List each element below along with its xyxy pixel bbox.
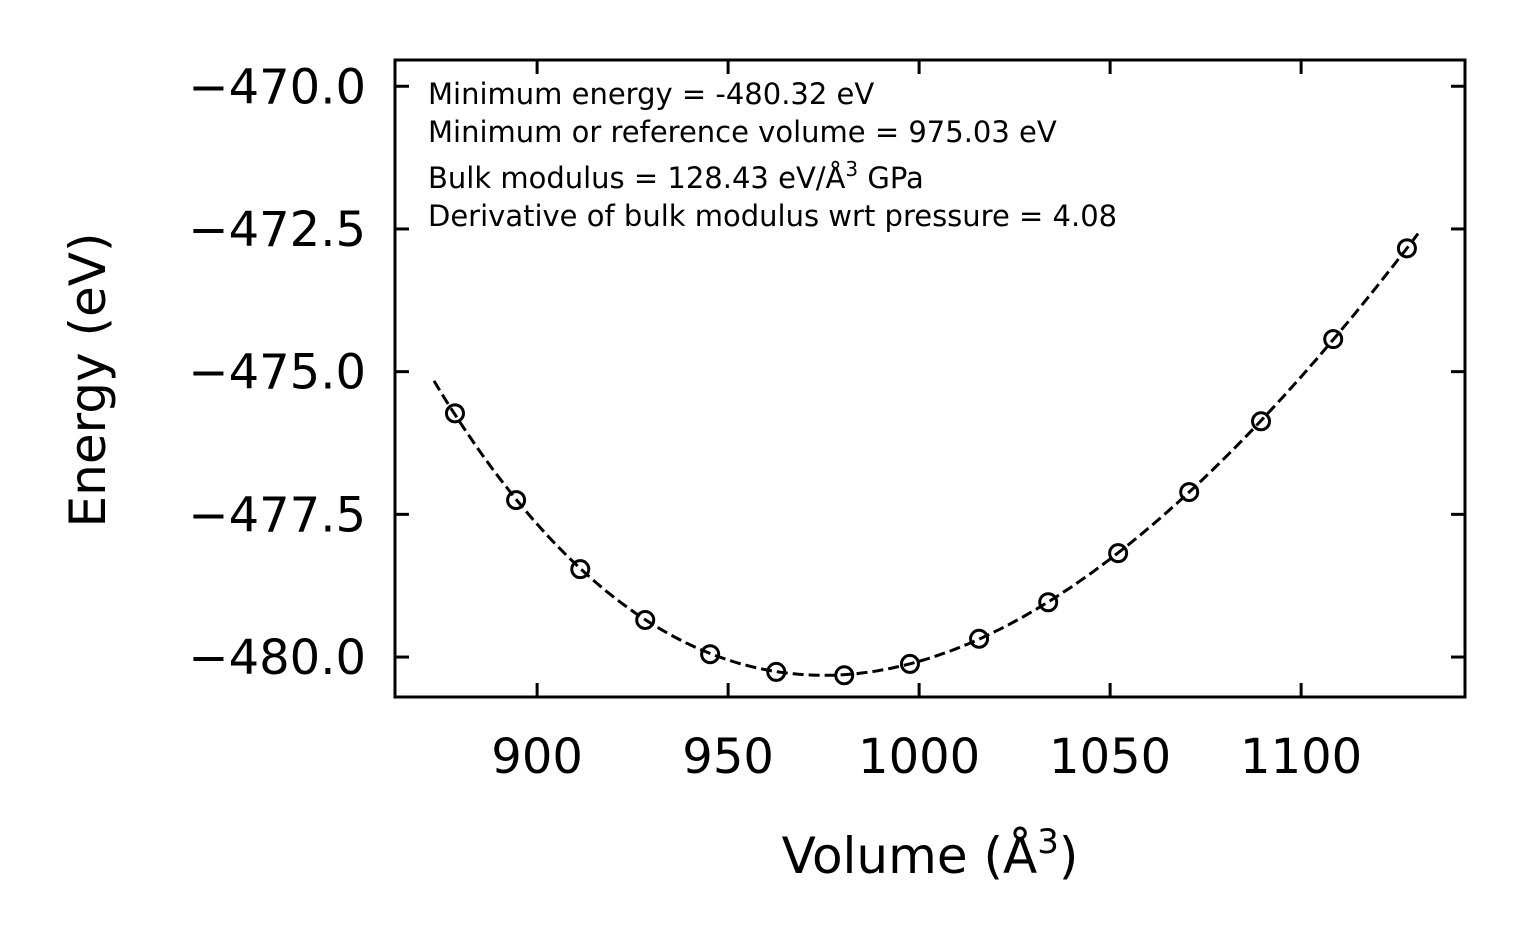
x-tick-label: 1000 — [858, 729, 980, 785]
data-point — [1396, 238, 1417, 259]
x-tick-label: 950 — [682, 729, 774, 785]
data-point — [1251, 411, 1272, 432]
y-axis-label: Energy (eV) — [59, 233, 117, 528]
x-tick-label: 1100 — [1240, 729, 1362, 785]
data-point — [700, 644, 721, 665]
data-point — [635, 609, 656, 630]
data-point — [1323, 329, 1344, 350]
annotation-bulk-modulus: Bulk modulus = 128.43 eV/Å3 GPa — [428, 157, 924, 195]
fit-curve — [432, 230, 1421, 677]
x-tick-label: 1050 — [1049, 729, 1171, 785]
annotation-bulk-derivative: Derivative of bulk modulus wrt pressure … — [428, 199, 1117, 233]
data-point — [899, 653, 920, 674]
plot-frame — [393, 58, 1467, 699]
data-point — [1179, 482, 1200, 503]
x-tick-label: 900 — [491, 729, 583, 785]
data-point — [969, 628, 990, 649]
x-axis-label: Volume (Å3) — [782, 822, 1079, 885]
data-point — [834, 665, 855, 686]
annotation-min-energy: Minimum energy = -480.32 eV — [428, 77, 874, 111]
data-point — [506, 490, 527, 511]
data-point — [1108, 543, 1129, 564]
y-tick-label: −477.5 — [188, 487, 366, 543]
data-point — [444, 403, 465, 424]
y-tick-label: −475.0 — [188, 345, 366, 401]
y-tick-label: −480.0 — [188, 630, 366, 686]
y-tick-label: −470.0 — [188, 59, 366, 115]
data-point — [570, 559, 591, 580]
data-point — [1038, 592, 1059, 613]
data-point — [766, 661, 787, 682]
annotation-min-volume: Minimum or reference volume = 975.03 eV — [428, 115, 1057, 149]
y-tick-label: −472.5 — [188, 202, 366, 258]
annotation-box: Minimum energy = -480.32 eV Minimum or r… — [428, 77, 1117, 233]
